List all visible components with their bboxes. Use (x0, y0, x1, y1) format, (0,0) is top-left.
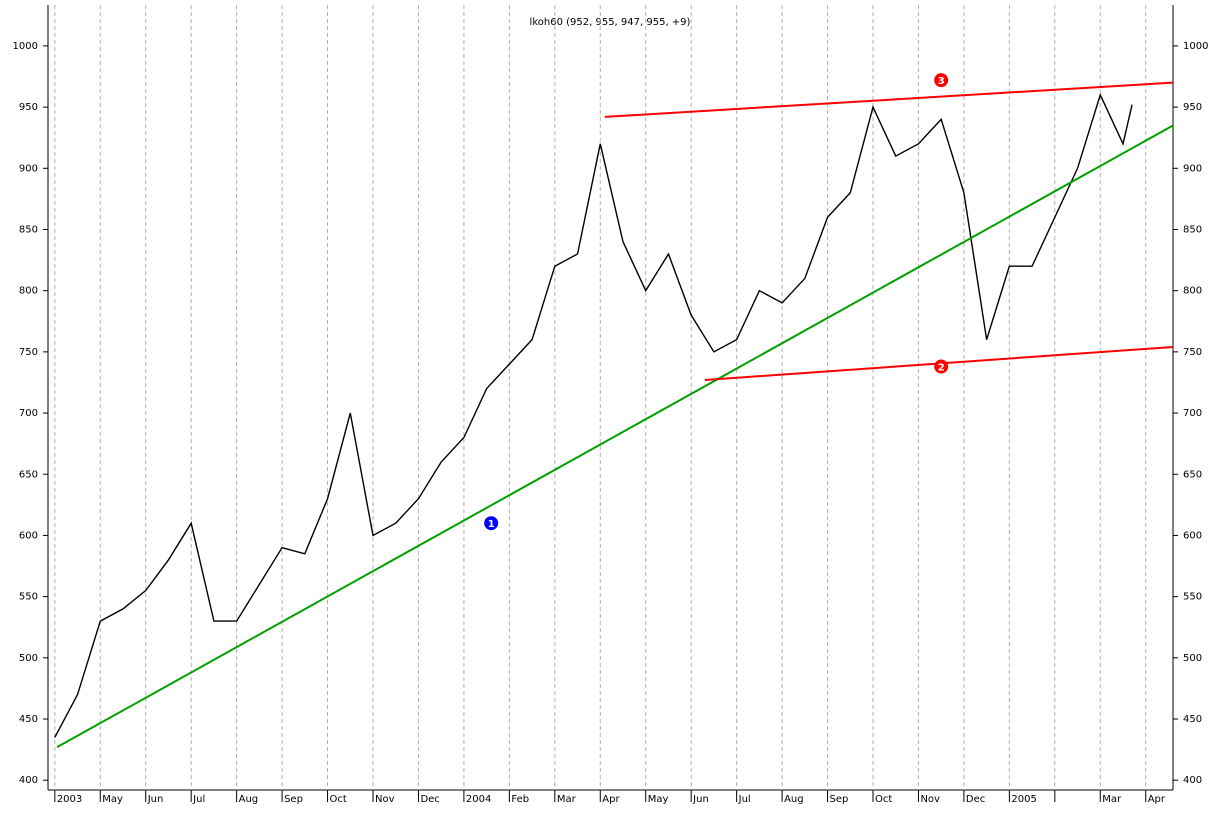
y-tick-label: 400 (19, 775, 38, 786)
x-tick-label: Jul (192, 794, 205, 805)
y-tick-label-right: 500 (1183, 653, 1202, 664)
x-tick-label: Mar (1102, 794, 1122, 805)
y-tick-label: 850 (19, 224, 38, 235)
y-tick-label-right: 400 (1183, 775, 1202, 786)
y-tick-label-right: 600 (1183, 530, 1202, 541)
y-tick-label: 650 (19, 469, 38, 480)
y-tick-label: 950 (19, 102, 38, 113)
x-tick-label: 2004 (466, 794, 491, 805)
y-tick-label: 700 (19, 408, 38, 419)
y-tick-label: 450 (19, 714, 38, 725)
marker (934, 73, 949, 88)
x-tick-label: Apr (1148, 794, 1166, 805)
y-tick-label-right: 700 (1183, 408, 1202, 419)
y-tick-label: 600 (19, 530, 38, 541)
x-tick-label: Apr (602, 794, 620, 805)
x-tick-label: Oct (330, 794, 347, 805)
y-tick-label: 550 (19, 592, 38, 603)
y-tick-label-right: 750 (1183, 347, 1202, 358)
y-tick-label-right: 950 (1183, 102, 1202, 113)
x-tick-label: May (102, 794, 123, 805)
x-tick-label: Oct (875, 794, 892, 805)
x-tick-label: Sep (284, 794, 303, 805)
y-tick-label-right: 1000 (1183, 41, 1208, 52)
y-tick-label: 800 (19, 286, 38, 297)
price-line (54, 92, 1133, 738)
x-tick-label: 2005 (1011, 794, 1036, 805)
x-tick-label: Aug (784, 794, 804, 805)
y-tick-label-right: 550 (1183, 592, 1202, 603)
marker (934, 359, 949, 374)
x-tick-label: Dec (966, 794, 985, 805)
x-tick-label: Feb (511, 794, 529, 805)
marker-label: 1 (488, 519, 495, 530)
trend-line (604, 81, 1174, 118)
x-tick-label: Mar (557, 794, 577, 805)
y-tick-label-right: 450 (1183, 714, 1202, 725)
y-tick-label-right: 800 (1183, 286, 1202, 297)
y-tick-label-right: 850 (1183, 224, 1202, 235)
y-tick-label-right: 650 (1183, 469, 1202, 480)
chart-title: lkoh60 (952, 955, 947, 955, +9) (530, 17, 691, 28)
x-tick-label: Dec (420, 794, 439, 805)
x-tick-label: Jul (738, 794, 751, 805)
y-tick-label: 750 (19, 347, 38, 358)
x-tick-label: 2003 (57, 794, 82, 805)
trend-line (56, 124, 1174, 749)
y-tick-label-right: 900 (1183, 163, 1202, 174)
x-tick-label: Sep (830, 794, 849, 805)
marker-label: 3 (938, 76, 945, 87)
x-tick-label: Jun (147, 794, 164, 805)
x-tick-label: Jun (692, 794, 709, 805)
y-tick-label: 1000 (13, 41, 38, 52)
x-tick-label: Nov (375, 794, 395, 805)
y-tick-label: 500 (19, 653, 38, 664)
y-tick-label: 900 (19, 163, 38, 174)
x-tick-label: Aug (239, 794, 259, 805)
marker (484, 516, 499, 531)
x-tick-label: May (648, 794, 669, 805)
x-tick-label: Nov (920, 794, 940, 805)
marker-label: 2 (938, 363, 945, 374)
